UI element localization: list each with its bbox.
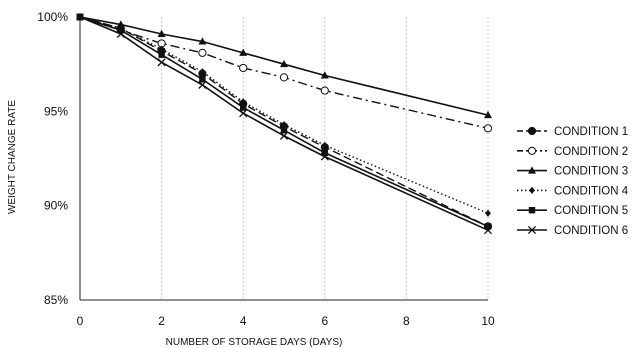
point-marker	[279, 73, 289, 82]
series-line	[79, 16, 489, 228]
x-tick-label: 6	[321, 314, 328, 328]
tick-labels: 0 2 4 6 8 10 85% 90% 95% 100%	[37, 10, 495, 328]
point-marker	[484, 110, 492, 119]
legend-item: CONDITION 5	[517, 205, 628, 217]
series-line	[79, 16, 489, 129]
point-marker	[320, 152, 329, 161]
point-marker	[116, 29, 125, 39]
point-marker	[239, 63, 248, 73]
legend-item: CONDITION 3	[517, 166, 628, 178]
point-marker	[527, 126, 537, 136]
legend-item: CONDITION 6	[517, 225, 628, 237]
point-marker	[280, 59, 288, 68]
legend: CONDITION 1 CONDITION 2 CONDITION 3 CONDITI…	[517, 126, 629, 237]
x-axis-label: NUMBER OF STORAGE DAYS (DAYS)	[166, 337, 343, 348]
point-marker	[485, 209, 491, 217]
x-tick-label: 0	[77, 314, 84, 328]
y-tick-label: 85%	[44, 293, 68, 307]
point-marker	[320, 71, 329, 79]
legend-label: CONDITION 4	[554, 185, 629, 197]
series-2	[79, 16, 493, 133]
legend-item: CONDITION 4	[517, 185, 629, 197]
point-marker	[117, 27, 124, 34]
point-marker	[280, 127, 288, 134]
y-tick-label: 95%	[44, 104, 68, 118]
series-6	[79, 16, 493, 235]
point-marker	[199, 76, 206, 83]
point-marker	[158, 51, 165, 58]
point-marker	[239, 48, 248, 56]
series-group	[76, 13, 493, 235]
point-marker	[199, 68, 206, 76]
axes	[79, 17, 488, 301]
legend-item: CONDITION 1	[517, 126, 628, 138]
start-point-marker	[76, 13, 84, 21]
point-marker	[527, 225, 537, 235]
point-marker	[281, 120, 287, 129]
point-marker	[321, 141, 328, 149]
point-marker	[483, 124, 493, 133]
point-marker	[198, 80, 207, 89]
series-line	[79, 16, 489, 214]
point-marker	[528, 166, 536, 174]
y-tick-label: 90%	[44, 199, 68, 213]
y-tick-label: 100%	[37, 10, 68, 24]
point-marker	[239, 109, 248, 118]
point-marker	[157, 29, 166, 37]
point-marker	[527, 146, 537, 155]
point-marker	[157, 58, 166, 67]
x-tick-label: 8	[403, 314, 410, 328]
series-line	[79, 16, 489, 231]
point-marker	[198, 37, 207, 45]
point-marker	[484, 223, 492, 230]
x-tick-label: 10	[481, 314, 495, 328]
series-line	[79, 16, 489, 228]
x-tick-label: 2	[158, 314, 165, 328]
legend-label: CONDITION 5	[554, 205, 628, 217]
series-line	[79, 16, 489, 116]
series-3	[79, 16, 492, 119]
legend-label: CONDITION 3	[554, 166, 628, 178]
legend-label: CONDITION 6	[554, 225, 628, 237]
point-marker	[528, 207, 536, 214]
point-marker	[529, 186, 535, 194]
point-marker	[198, 48, 207, 57]
legend-item: CONDITION 2	[517, 146, 628, 158]
point-marker	[240, 104, 247, 111]
x-tick-label: 4	[240, 314, 247, 328]
point-marker	[320, 86, 329, 95]
grid	[161, 17, 489, 300]
point-marker	[321, 149, 328, 157]
point-marker	[240, 98, 247, 106]
series-5	[79, 16, 492, 230]
point-marker	[116, 20, 125, 28]
legend-label: CONDITION 1	[554, 126, 628, 138]
point-marker	[158, 45, 165, 53]
point-marker	[279, 131, 289, 140]
y-axis-label: WEIGHT CHANGE RATE	[7, 100, 18, 214]
point-marker	[483, 226, 493, 235]
series-4	[79, 16, 491, 217]
legend-label: CONDITION 2	[554, 146, 628, 158]
